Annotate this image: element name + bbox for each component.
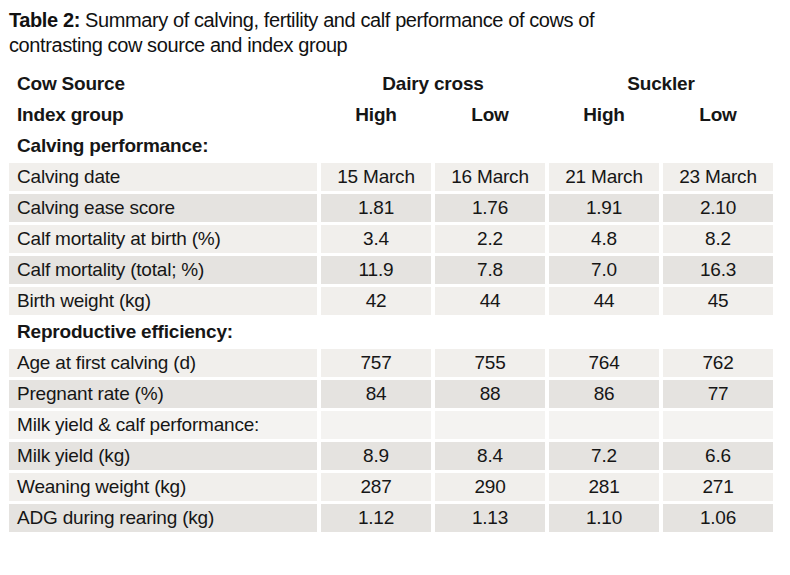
header-cow-source-label: Cow Source	[9, 70, 317, 98]
cell-value: 77	[663, 380, 773, 408]
header-level: Low	[435, 101, 545, 129]
cell-value: 23 March	[663, 163, 773, 191]
table-row: Calving date 15 March 16 March 21 March …	[9, 163, 773, 191]
cell-value: 4.8	[549, 225, 659, 253]
header-row-index-group: Index group High Low High Low	[9, 101, 773, 129]
cell-value: 271	[663, 473, 773, 501]
cell-value: 44	[549, 287, 659, 315]
row-label: Weaning weight (kg)	[9, 473, 317, 501]
cell-value: 755	[435, 349, 545, 377]
cell-value: 21 March	[549, 163, 659, 191]
row-label: Pregnant rate (%)	[9, 380, 317, 408]
cell-value: 7.2	[549, 442, 659, 470]
section-heading-row: Calving performance:	[9, 132, 773, 160]
cell-value: 290	[435, 473, 545, 501]
table-row: Age at first calving (d) 757 755 764 762	[9, 349, 773, 377]
cell-value: 1.13	[435, 504, 545, 532]
table-figure: Table 2: Summary of calving, fertility a…	[0, 0, 790, 535]
cell-value: 2.10	[663, 194, 773, 222]
cell-value: 281	[549, 473, 659, 501]
row-label: Calf mortality at birth (%)	[9, 225, 317, 253]
cell-value: 762	[663, 349, 773, 377]
cell-value: 88	[435, 380, 545, 408]
table-row: Calving ease score 1.81 1.76 1.91 2.10	[9, 194, 773, 222]
table-row: Birth weight (kg) 42 44 44 45	[9, 287, 773, 315]
header-level: Low	[663, 101, 773, 129]
row-label: Birth weight (kg)	[9, 287, 317, 315]
header-group-suckler: Suckler	[549, 70, 773, 98]
cell-value: 16 March	[435, 163, 545, 191]
cell-value: 7.0	[549, 256, 659, 284]
cell-value: 2.2	[435, 225, 545, 253]
table-row: ADG during rearing (kg) 1.12 1.13 1.10 1…	[9, 504, 773, 532]
table-caption: Table 2: Summary of calving, fertility a…	[9, 8, 778, 58]
section-heading: Calving performance:	[9, 132, 773, 160]
cell-empty	[435, 411, 545, 439]
cell-value: 1.10	[549, 504, 659, 532]
caption-line-1: Summary of calving, fertility and calf p…	[80, 9, 594, 31]
section-heading: Reproductive efficiency:	[9, 318, 773, 346]
table-row: Calf mortality at birth (%) 3.4 2.2 4.8 …	[9, 225, 773, 253]
cell-value: 84	[321, 380, 431, 408]
cell-value: 15 March	[321, 163, 431, 191]
row-label: Calf mortality (total; %)	[9, 256, 317, 284]
cell-value: 764	[549, 349, 659, 377]
row-label: Calving ease score	[9, 194, 317, 222]
cell-value: 8.4	[435, 442, 545, 470]
cell-value: 1.06	[663, 504, 773, 532]
row-label: Milk yield (kg)	[9, 442, 317, 470]
cell-value: 1.12	[321, 504, 431, 532]
cell-empty	[321, 411, 431, 439]
row-label: Age at first calving (d)	[9, 349, 317, 377]
cell-value: 1.76	[435, 194, 545, 222]
section-heading: Milk yield & calf performance:	[9, 411, 317, 439]
cell-empty	[663, 411, 773, 439]
header-level: High	[549, 101, 659, 129]
cell-empty	[549, 411, 659, 439]
cell-value: 16.3	[663, 256, 773, 284]
header-index-group-label: Index group	[9, 101, 317, 129]
table-row: Milk yield (kg) 8.9 8.4 7.2 6.6	[9, 442, 773, 470]
cell-value: 6.6	[663, 442, 773, 470]
table-row: Calf mortality (total; %) 11.9 7.8 7.0 1…	[9, 256, 773, 284]
row-label: Calving date	[9, 163, 317, 191]
cell-value: 45	[663, 287, 773, 315]
cell-value: 757	[321, 349, 431, 377]
cell-value: 3.4	[321, 225, 431, 253]
cell-value: 44	[435, 287, 545, 315]
section-heading-row: Milk yield & calf performance:	[9, 411, 773, 439]
summary-table: Cow Source Dairy cross Suckler Index gro…	[5, 67, 777, 535]
cell-value: 1.81	[321, 194, 431, 222]
cell-value: 7.8	[435, 256, 545, 284]
caption-line-2: contrasting cow source and index group	[9, 33, 778, 58]
cell-value: 8.2	[663, 225, 773, 253]
cell-value: 287	[321, 473, 431, 501]
cell-value: 1.91	[549, 194, 659, 222]
cell-value: 86	[549, 380, 659, 408]
cell-value: 11.9	[321, 256, 431, 284]
table-number: Table 2:	[9, 9, 80, 31]
section-heading-row: Reproductive efficiency:	[9, 318, 773, 346]
header-level: High	[321, 101, 431, 129]
header-group-dairy-cross: Dairy cross	[321, 70, 545, 98]
table-row: Weaning weight (kg) 287 290 281 271	[9, 473, 773, 501]
cell-value: 42	[321, 287, 431, 315]
table-row: Pregnant rate (%) 84 88 86 77	[9, 380, 773, 408]
header-row-cow-source: Cow Source Dairy cross Suckler	[9, 70, 773, 98]
row-label: ADG during rearing (kg)	[9, 504, 317, 532]
cell-value: 8.9	[321, 442, 431, 470]
